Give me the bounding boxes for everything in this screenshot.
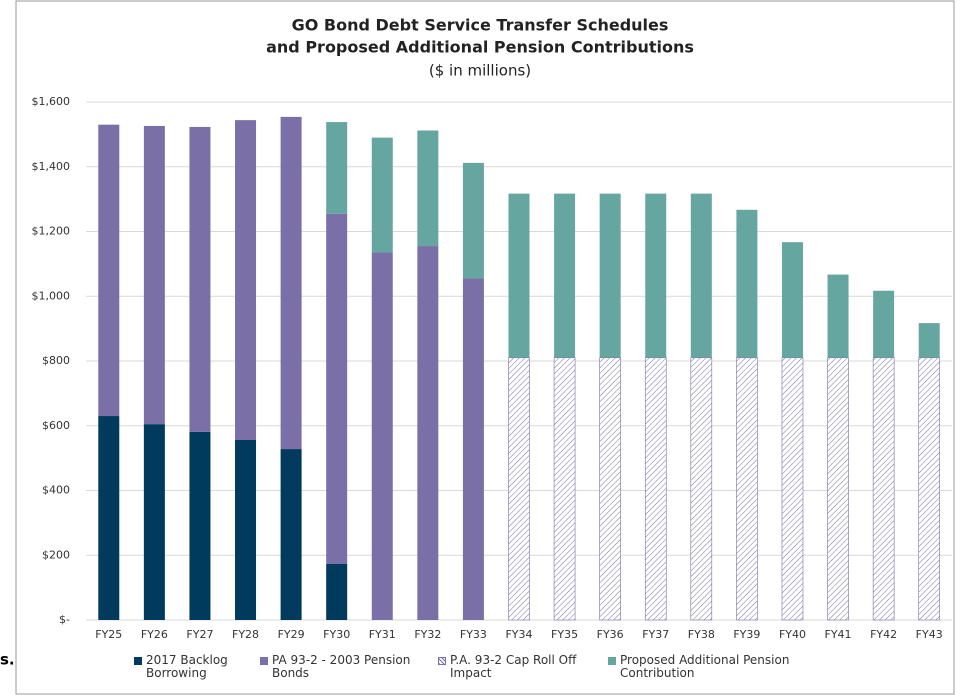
y-tick-label: $600 — [42, 419, 70, 432]
y-tick-label: $1,000 — [32, 289, 71, 302]
bar-segment — [280, 449, 302, 620]
x-tick-label: FY35 — [551, 628, 578, 641]
x-tick-label: FY36 — [597, 628, 624, 641]
legend-swatch — [260, 657, 268, 665]
bar-segment — [371, 252, 393, 620]
bar-segment — [599, 193, 621, 358]
bar-segment — [599, 357, 621, 621]
legend-label: PA 93-2 - 2003 Pension Bonds — [272, 653, 411, 680]
legend-label: P.A. 93-2 Cap Roll Off Impact — [450, 653, 577, 680]
x-tick-label: FY42 — [870, 628, 897, 641]
bar-segment — [462, 278, 484, 620]
x-tick-label: FY28 — [232, 628, 259, 641]
bar-segment — [98, 124, 120, 417]
chart-title: and Proposed Additional Pension Contribu… — [266, 38, 694, 57]
x-tick-label: FY33 — [460, 628, 487, 641]
bar-segment — [690, 193, 712, 358]
bar-segment — [417, 246, 439, 620]
bar-segment — [554, 193, 576, 358]
bar-segment — [644, 357, 667, 621]
legend-item: 2017 Backlog Borrowing — [134, 654, 244, 680]
bar-segment — [827, 357, 849, 621]
x-tick-label: FY30 — [323, 628, 350, 641]
bar-segment — [690, 357, 713, 621]
x-tick-label: FY25 — [95, 628, 122, 641]
x-tick-label: FY29 — [278, 628, 305, 641]
side-text: s. — [0, 651, 15, 669]
y-tick-label: $- — [59, 613, 70, 626]
y-tick-label: $800 — [42, 354, 70, 367]
y-tick-label: $1,200 — [32, 225, 71, 238]
y-tick-label: $1,600 — [32, 95, 71, 108]
legend-item: P.A. 93-2 Cap Roll Off Impact — [438, 654, 603, 680]
chart-title: GO Bond Debt Service Transfer Schedules — [292, 16, 669, 35]
bar-segment — [98, 416, 120, 620]
bar-segment — [508, 357, 530, 621]
bar-segment — [235, 120, 257, 440]
legend-item: PA 93-2 - 2003 Pension Bonds — [260, 654, 430, 680]
bar-segment — [736, 209, 758, 358]
x-tick-label: FY27 — [186, 628, 213, 641]
bar-segment — [918, 357, 941, 621]
y-tick-label: $200 — [42, 548, 70, 561]
bar-segment — [189, 126, 211, 432]
x-tick-label: FY31 — [369, 628, 396, 641]
y-tick-label: $1,400 — [32, 160, 71, 173]
x-tick-label: FY34 — [505, 628, 532, 641]
bar-segment — [508, 193, 530, 358]
bar-segment — [781, 357, 804, 621]
bar-segment — [417, 130, 439, 247]
bar-segment — [827, 274, 849, 358]
x-tick-label: FY40 — [779, 628, 806, 641]
x-tick-label: FY38 — [688, 628, 715, 641]
x-tick-label: FY37 — [642, 628, 669, 641]
legend-swatch — [134, 657, 142, 665]
bar-segment — [371, 137, 393, 253]
x-tick-label: FY39 — [733, 628, 760, 641]
bar-segment — [645, 193, 667, 358]
bar-segment — [143, 125, 165, 425]
bar-segment — [326, 563, 348, 620]
bar-segment — [280, 116, 302, 450]
chart-subtitle: ($ in millions) — [429, 62, 531, 80]
x-tick-label: FY41 — [825, 628, 852, 641]
legend-item: Proposed Additional Pension Contribution — [608, 654, 848, 680]
bar-segment — [918, 323, 940, 358]
bar-segment — [326, 122, 348, 214]
x-tick-label: FY32 — [414, 628, 441, 641]
x-tick-label: FY26 — [141, 628, 168, 641]
legend-label: 2017 Backlog Borrowing — [146, 653, 228, 680]
bar-segment — [235, 439, 257, 620]
legend-label: Proposed Additional Pension Contribution — [620, 653, 790, 680]
bar-segment — [143, 424, 165, 620]
bar-segment — [462, 162, 484, 279]
y-tick-label: $400 — [42, 484, 70, 497]
bar-segment — [781, 242, 803, 358]
legend-swatch — [608, 657, 616, 665]
bar-segment — [873, 290, 895, 358]
x-tick-label: FY43 — [916, 628, 943, 641]
bar-segment — [872, 357, 895, 621]
bar-segment — [736, 357, 758, 621]
bar-segment — [189, 431, 211, 620]
bar-segment — [553, 357, 576, 621]
legend-swatch — [438, 657, 446, 665]
bar-segment — [326, 213, 348, 564]
